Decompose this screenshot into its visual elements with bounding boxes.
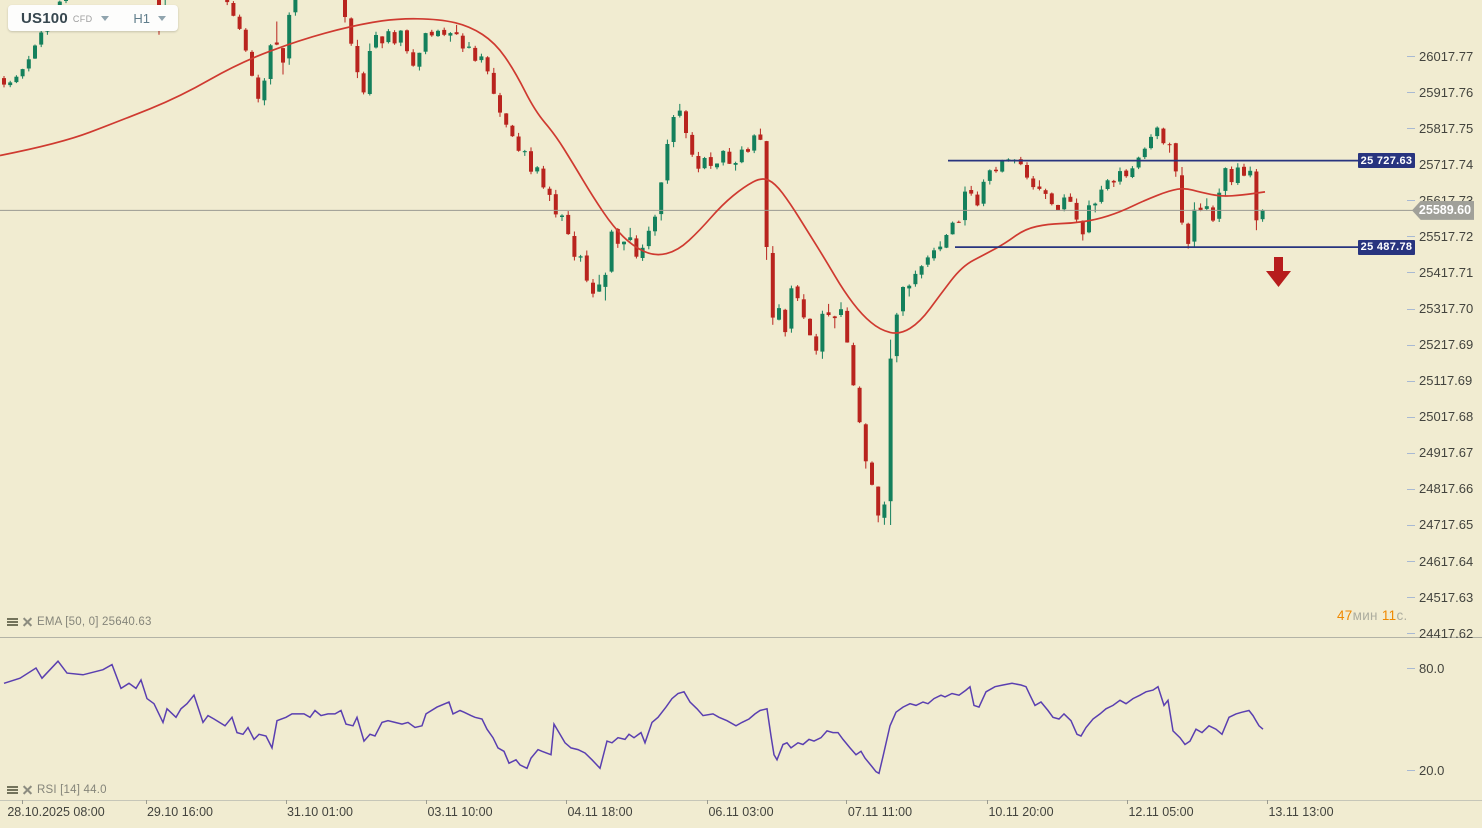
candle-countdown: 47мин 11с.	[1337, 608, 1408, 623]
timeframe-selector[interactable]: H1	[133, 11, 178, 26]
price-tick	[1407, 597, 1415, 598]
price-tick	[1407, 488, 1415, 490]
time-axis-label: 04.11 18:00	[567, 805, 633, 819]
rsi-axis-label: 80.0	[1419, 660, 1445, 676]
price-level-label[interactable]: 25 487.78	[1358, 239, 1415, 255]
price-axis-label: 25717.74	[1419, 156, 1474, 172]
countdown-seconds-unit: с.	[1396, 608, 1408, 623]
rsi-indicator-row: RSI [14] 44.0	[7, 784, 107, 796]
price-axis-label: 24817.66	[1419, 481, 1474, 497]
price-axis-label: 25217.69	[1419, 337, 1474, 352]
price-axis-label: 24717.65	[1419, 517, 1474, 533]
price-axis-label: 24917.67	[1419, 445, 1474, 461]
indicator-settings-icon[interactable]	[7, 618, 18, 626]
rsi-line	[3, 660, 1264, 775]
price-tick	[1407, 561, 1415, 562]
candlestick-series	[2, 0, 1265, 525]
price-axis-label: 25417.71	[1419, 264, 1474, 280]
time-tick	[286, 800, 287, 804]
price-tick	[1407, 344, 1415, 346]
time-tick	[707, 800, 708, 804]
panel-separator[interactable]	[0, 637, 1482, 638]
price-tick	[1407, 92, 1415, 94]
ema-line[interactable]	[0, 17, 1266, 334]
price-tick	[1407, 236, 1415, 238]
price-tick	[1407, 524, 1415, 526]
time-tick	[846, 800, 847, 804]
sell-arrow-icon[interactable]	[1266, 257, 1291, 287]
price-tick	[1407, 272, 1415, 274]
current-price-value: 25589.60	[1418, 203, 1472, 218]
price-tick	[1407, 308, 1415, 310]
indicator-close-icon[interactable]	[23, 786, 32, 795]
symbol-selector[interactable]: US100 CFD	[8, 10, 109, 27]
price-tick	[1407, 200, 1415, 202]
price-tick	[1407, 56, 1415, 57]
price-tick	[1407, 380, 1415, 382]
time-tick	[1127, 800, 1128, 804]
chevron-down-icon	[100, 15, 109, 21]
price-axis-label: 25817.75	[1419, 120, 1474, 136]
price-axis-label: 25317.70	[1419, 301, 1474, 316]
indicator-close-icon[interactable]	[23, 618, 32, 627]
price-axis-label: 25917.76	[1419, 84, 1474, 100]
chevron-down-icon	[158, 15, 166, 21]
chart-toolbar: US100 CFD H1	[8, 5, 178, 31]
time-axis-label: 31.10 01:00	[286, 805, 354, 819]
time-axis-separator	[0, 800, 1482, 801]
current-price-tag: 25589.60	[1412, 200, 1474, 220]
time-axis-label: 12.11 05:00	[1128, 805, 1194, 819]
time-axis-label: 10.11 20:00	[988, 805, 1054, 819]
price-axis-label: 25517.72	[1419, 228, 1474, 244]
price-tick	[1407, 633, 1415, 635]
time-axis-label: 06.11 03:00	[708, 805, 774, 819]
rsi-indicator-label: RSI [14] 44.0	[37, 784, 107, 796]
countdown-seconds: 11	[1381, 608, 1397, 623]
time-tick	[566, 800, 567, 804]
time-axis-label: 03.11 10:00	[427, 805, 493, 819]
time-tick	[1267, 800, 1268, 804]
price-axis-label: 24417.62	[1419, 625, 1474, 641]
ema-indicator-row: EMA [50, 0] 25640.63	[7, 616, 152, 628]
price-axis-label: 24517.63	[1419, 589, 1474, 605]
price-tick	[1407, 416, 1415, 418]
rsi-tick	[1407, 668, 1415, 669]
price-tick	[1407, 452, 1415, 454]
time-tick	[146, 800, 147, 804]
timeframe-label: H1	[133, 10, 150, 26]
price-axis-label: 25117.69	[1419, 373, 1473, 389]
time-axis-label: 29.10 16:00	[146, 805, 214, 819]
price-axis-label: 25017.68	[1419, 409, 1474, 425]
time-axis-label: 28.10.2025 08:00	[7, 805, 105, 819]
time-axis-label: 07.11 11:00	[847, 805, 913, 819]
rsi-tick	[1407, 770, 1415, 771]
ema-indicator-label: EMA [50, 0] 25640.63	[37, 616, 152, 628]
price-level-label[interactable]: 25 727.63	[1358, 153, 1415, 169]
time-tick	[22, 800, 23, 804]
symbol-type-badge: CFD	[72, 14, 93, 24]
symbol-label: US100	[21, 9, 68, 27]
price-tick	[1407, 128, 1415, 130]
price-axis-label: 24617.64	[1419, 553, 1474, 569]
time-tick	[987, 800, 988, 804]
time-axis-label: 13.11 13:00	[1268, 805, 1334, 819]
indicator-settings-icon[interactable]	[7, 786, 18, 794]
countdown-minutes-unit: мин	[1352, 608, 1382, 623]
rsi-axis-label: 20.0	[1419, 762, 1445, 778]
countdown-minutes: 47	[1337, 608, 1353, 623]
time-tick	[426, 800, 427, 804]
price-axis-label: 26017.77	[1419, 48, 1474, 64]
